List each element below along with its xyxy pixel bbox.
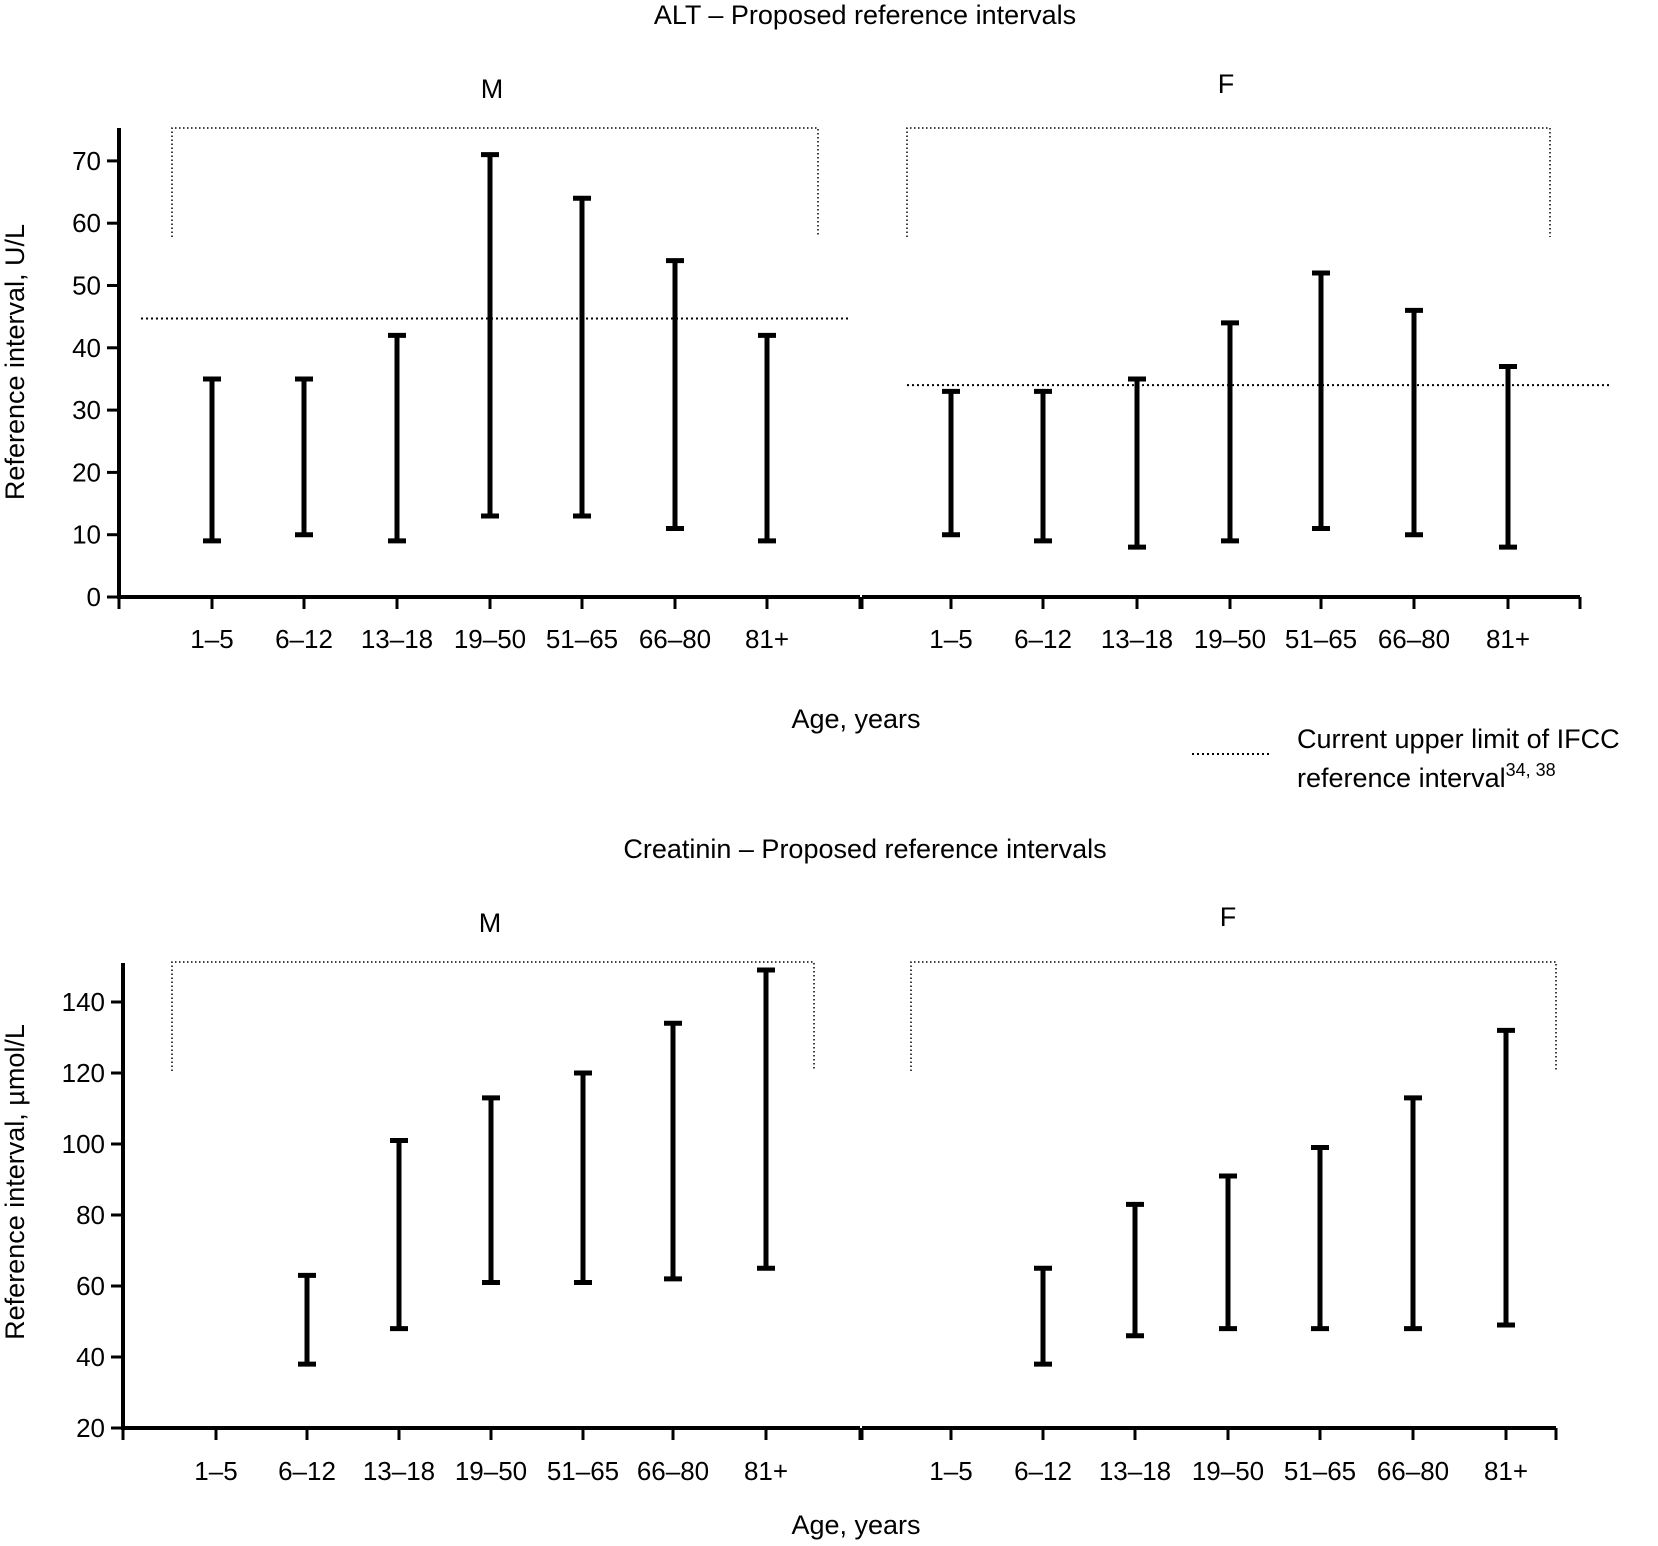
y-tick-label: 0 bbox=[87, 582, 101, 612]
group-bracket bbox=[910, 961, 1557, 1071]
x-tick-label: 51–65 bbox=[547, 1456, 619, 1486]
interval-bar bbox=[1312, 270, 1330, 531]
y-tick-label: 80 bbox=[76, 1200, 105, 1230]
group-label-m: M bbox=[479, 908, 502, 938]
x-tick-label: 51–65 bbox=[546, 624, 618, 654]
x-tick-label: 66–80 bbox=[1377, 1456, 1449, 1486]
interval-bar bbox=[1405, 307, 1423, 538]
interval-bar bbox=[203, 376, 221, 544]
interval-bar bbox=[574, 1070, 592, 1285]
x-tick-label: 19–50 bbox=[1192, 1456, 1264, 1486]
legend-superscript: 34, 38 bbox=[1506, 760, 1556, 780]
legend-line2: reference interval34, 38 bbox=[1297, 760, 1556, 793]
chart-title: Creatinin – Proposed reference intervals bbox=[623, 834, 1106, 864]
interval-bar bbox=[295, 376, 313, 538]
interval-bar bbox=[390, 1137, 408, 1332]
x-tick-label: 81+ bbox=[1484, 1456, 1528, 1486]
x-tick-label: 6–12 bbox=[275, 624, 333, 654]
x-tick-label: 81+ bbox=[745, 624, 789, 654]
interval-bar bbox=[1034, 1265, 1052, 1367]
y-tick-label: 20 bbox=[72, 457, 101, 487]
x-tick-label: 1–5 bbox=[929, 1456, 972, 1486]
y-tick-label: 70 bbox=[72, 146, 101, 176]
interval-bars bbox=[298, 967, 1515, 1367]
interval-bar bbox=[388, 332, 406, 544]
legend-line2-text: reference interval bbox=[1297, 763, 1506, 793]
y-tick-label: 30 bbox=[72, 395, 101, 425]
x-tick-label: 1–5 bbox=[194, 1456, 237, 1486]
y-axis-title: Reference interval, U/L bbox=[0, 224, 30, 500]
interval-bar bbox=[482, 1095, 500, 1285]
x-tick-label: 13–18 bbox=[363, 1456, 435, 1486]
y-tick-label: 120 bbox=[62, 1058, 105, 1088]
interval-bar bbox=[757, 967, 775, 1271]
interval-bar bbox=[1034, 388, 1052, 544]
interval-bar bbox=[666, 258, 684, 531]
chart-title: ALT – Proposed reference intervals bbox=[654, 0, 1076, 30]
y-tick-label: 60 bbox=[72, 208, 101, 238]
x-tick-label: 19–50 bbox=[454, 624, 526, 654]
x-tick-label: 66–80 bbox=[637, 1456, 709, 1486]
x-tick-label: 81+ bbox=[1486, 624, 1530, 654]
x-tick-label: 13–18 bbox=[361, 624, 433, 654]
group-label-m: M bbox=[481, 74, 504, 104]
interval-bar bbox=[1497, 1027, 1515, 1328]
x-axis-title: Age, years bbox=[791, 1510, 920, 1540]
x-tick-label: 1–5 bbox=[929, 624, 972, 654]
group-brackets bbox=[171, 127, 1551, 237]
reference-lines bbox=[141, 317, 1612, 387]
axes: 20 40 60 80 100 120 140 1–5 6–12 13–18 19–50 51–65 6… bbox=[62, 963, 1558, 1486]
y-tick-label: 20 bbox=[76, 1413, 105, 1443]
interval-bar bbox=[481, 152, 499, 519]
group-label-f: F bbox=[1218, 69, 1235, 99]
group-bracket bbox=[906, 127, 1551, 237]
alt-chart: ALT – Proposed reference intervals M F R… bbox=[0, 0, 1620, 793]
x-tick-label: 6–12 bbox=[278, 1456, 336, 1486]
x-tick-label: 66–80 bbox=[639, 624, 711, 654]
interval-bars bbox=[203, 152, 1517, 550]
x-tick-label: 19–50 bbox=[455, 1456, 527, 1486]
interval-bar bbox=[758, 332, 776, 544]
y-tick-label: 40 bbox=[76, 1342, 105, 1372]
creatinin-chart: Creatinin – Proposed reference intervals… bbox=[0, 834, 1558, 1540]
x-axis-title: Age, years bbox=[791, 704, 920, 734]
group-label-f: F bbox=[1220, 902, 1237, 932]
y-tick-label: 10 bbox=[72, 520, 101, 550]
group-bracket bbox=[171, 127, 819, 237]
interval-bar bbox=[942, 388, 960, 538]
interval-bar bbox=[1221, 320, 1239, 544]
x-tick-label: 6–12 bbox=[1014, 1456, 1072, 1486]
y-axis-title: Reference interval, µmol/L bbox=[0, 1024, 30, 1340]
interval-bar bbox=[1126, 1201, 1144, 1339]
x-tick-label: 66–80 bbox=[1378, 624, 1450, 654]
interval-bar bbox=[1311, 1145, 1329, 1332]
interval-bar bbox=[664, 1020, 682, 1282]
x-tick-label: 13–18 bbox=[1099, 1456, 1171, 1486]
x-tick-label: 6–12 bbox=[1014, 624, 1072, 654]
x-tick-label: 81+ bbox=[744, 1456, 788, 1486]
group-bracket bbox=[171, 961, 815, 1071]
x-tick-label: 19–50 bbox=[1194, 624, 1266, 654]
axes: 0 10 20 30 40 50 60 70 1–5 6–12 13–18 19–50 51–65 66–… bbox=[72, 128, 1582, 654]
legend-line1: Current upper limit of IFCC bbox=[1297, 724, 1620, 754]
x-tick-label: 13–18 bbox=[1101, 624, 1173, 654]
group-brackets bbox=[171, 961, 1557, 1071]
y-tick-label: 40 bbox=[72, 333, 101, 363]
y-tick-label: 60 bbox=[76, 1271, 105, 1301]
interval-bar bbox=[573, 195, 591, 519]
y-tick-label: 100 bbox=[62, 1129, 105, 1159]
y-tick-label: 50 bbox=[72, 271, 101, 301]
interval-bar bbox=[1219, 1173, 1237, 1332]
interval-bar bbox=[1128, 376, 1146, 550]
interval-bar bbox=[298, 1272, 316, 1367]
x-tick-label: 51–65 bbox=[1284, 1456, 1356, 1486]
x-tick-label: 1–5 bbox=[190, 624, 233, 654]
y-tick-label: 140 bbox=[62, 987, 105, 1017]
x-tick-label: 51–65 bbox=[1285, 624, 1357, 654]
interval-bar bbox=[1404, 1095, 1422, 1332]
interval-bar bbox=[1499, 363, 1517, 550]
